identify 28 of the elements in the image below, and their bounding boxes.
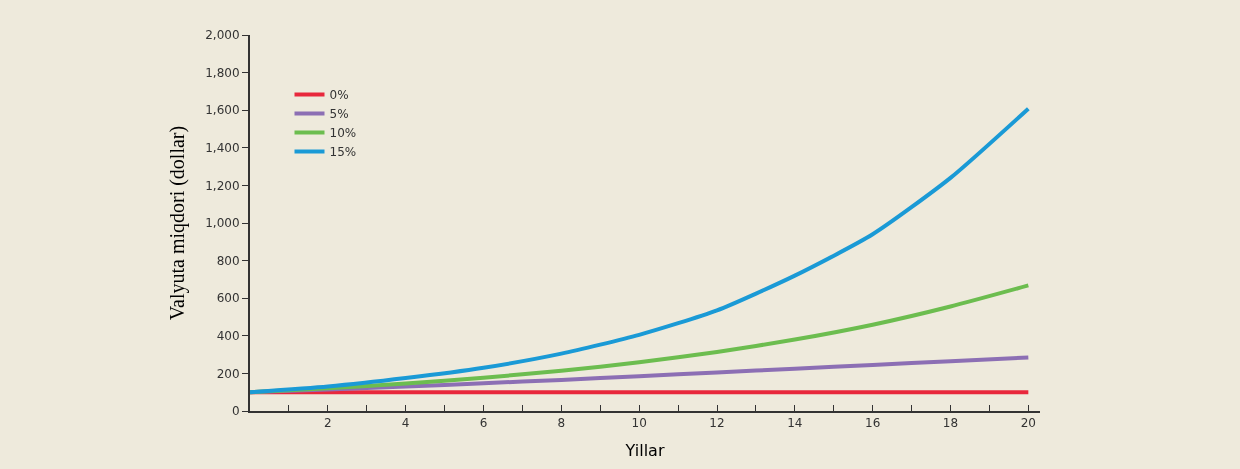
x-tick-label: 6 (479, 416, 488, 431)
y-tick-label: 200 (216, 366, 240, 381)
x-tick-label: 12 (709, 416, 725, 431)
x-tick-label: 14 (787, 416, 803, 431)
x-tick-label: 10 (631, 416, 647, 431)
y-tick-label: 1,400 (205, 141, 240, 155)
y-tick-label: 0 (231, 404, 240, 419)
x-tick-label: 20 (1020, 416, 1036, 431)
x-tick-label: 2 (324, 416, 332, 431)
line-series (250, 106, 1031, 395)
legend-label: 5% (329, 107, 349, 122)
legend-label: 15% (329, 145, 357, 160)
legend-label: 0% (329, 88, 349, 103)
y-tick-label: 1,000 (205, 216, 240, 231)
x-tick-label: 8 (557, 416, 566, 431)
x-tick-label: 4 (401, 416, 410, 431)
legend-label: 10% (329, 126, 357, 141)
y-tick-label: 400 (216, 329, 240, 343)
y-axis-title: Valyuta miqdori (dollar) (166, 125, 190, 321)
y-tick-label: 1,200 (205, 178, 240, 193)
y-tick-label: 600 (216, 291, 240, 306)
y-tick-label: 1,600 (205, 103, 240, 118)
x-axis-title: Yillar (624, 440, 665, 460)
x-tick-label: 16 (865, 416, 881, 431)
y-tick-label: 800 (216, 253, 240, 268)
y-tick-label: 1,800 (205, 65, 240, 80)
y-tick-label: 2,000 (205, 28, 240, 43)
x-tick-label: 18 (942, 416, 959, 431)
